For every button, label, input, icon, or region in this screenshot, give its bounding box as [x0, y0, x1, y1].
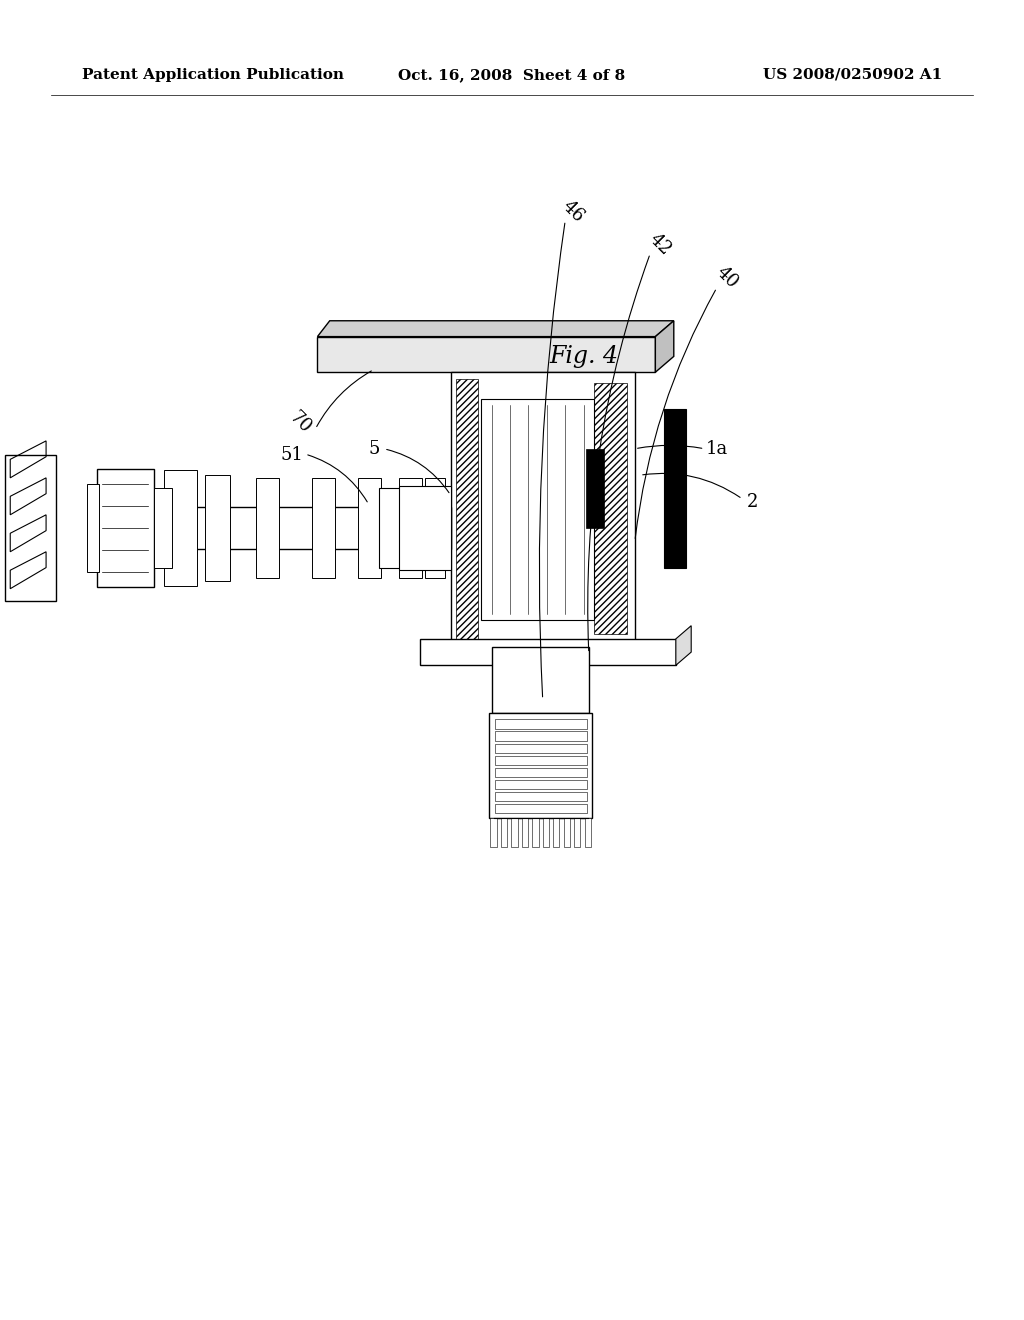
Bar — [451, 372, 635, 647]
Bar — [501, 818, 507, 847]
Bar — [154, 488, 172, 568]
Bar — [317, 337, 655, 372]
Text: Oct. 16, 2008  Sheet 4 of 8: Oct. 16, 2008 Sheet 4 of 8 — [398, 67, 626, 82]
Bar — [495, 755, 587, 764]
Bar — [420, 639, 676, 665]
Text: 40: 40 — [713, 263, 741, 292]
Bar — [425, 478, 445, 578]
Bar — [5, 455, 56, 601]
Text: 42: 42 — [646, 230, 675, 259]
Bar — [495, 768, 587, 777]
Bar — [379, 488, 420, 568]
Text: 46: 46 — [559, 197, 588, 226]
Bar — [159, 507, 451, 549]
Bar — [664, 409, 686, 568]
Text: 2: 2 — [746, 492, 759, 511]
Bar — [358, 478, 381, 578]
Bar — [312, 478, 335, 578]
Text: 70: 70 — [286, 408, 314, 437]
Bar — [553, 818, 559, 847]
Bar — [564, 818, 570, 847]
Bar — [495, 731, 587, 741]
Text: Fig. 4: Fig. 4 — [549, 345, 618, 368]
Bar — [585, 818, 591, 847]
Bar — [456, 379, 478, 640]
Bar — [492, 647, 589, 713]
Polygon shape — [10, 478, 46, 515]
Polygon shape — [10, 441, 46, 478]
Bar — [495, 792, 587, 801]
Bar — [495, 780, 587, 789]
Polygon shape — [676, 626, 691, 665]
Polygon shape — [10, 552, 46, 589]
Bar — [495, 719, 587, 729]
Text: 51: 51 — [281, 446, 303, 465]
Bar — [399, 486, 451, 570]
Bar — [543, 818, 549, 847]
Bar — [532, 818, 539, 847]
Text: 1a: 1a — [706, 440, 728, 458]
Bar — [97, 469, 154, 587]
Bar — [522, 818, 528, 847]
Bar — [490, 818, 497, 847]
Bar — [205, 475, 230, 581]
Bar — [481, 399, 594, 620]
Bar — [87, 484, 99, 572]
Bar — [495, 804, 587, 813]
Bar — [511, 818, 517, 847]
Polygon shape — [10, 515, 46, 552]
Bar — [586, 449, 604, 528]
Text: Patent Application Publication: Patent Application Publication — [82, 67, 344, 82]
Bar — [399, 478, 422, 578]
Text: US 2008/0250902 A1: US 2008/0250902 A1 — [763, 67, 942, 82]
Bar — [594, 383, 627, 634]
Text: 5: 5 — [368, 440, 380, 458]
Polygon shape — [317, 321, 674, 337]
Bar — [489, 713, 592, 818]
Bar — [164, 470, 197, 586]
Bar — [495, 743, 587, 752]
Polygon shape — [655, 321, 674, 372]
Bar — [574, 818, 581, 847]
Bar — [256, 478, 279, 578]
